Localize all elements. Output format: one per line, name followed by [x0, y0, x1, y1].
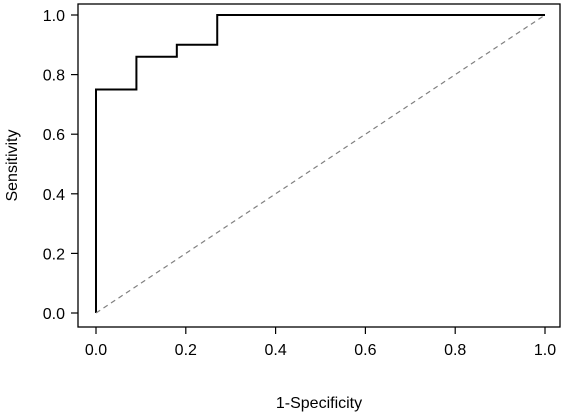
x-tick-label: 0.4	[264, 342, 286, 359]
y-tick-label: 0.4	[43, 187, 65, 204]
y-tick-label: 0.2	[43, 246, 65, 263]
x-tick-label: 0.0	[85, 342, 107, 359]
y-tick-label: 0.8	[43, 68, 65, 85]
x-tick-label: 0.2	[175, 342, 197, 359]
y-tick-label: 1.0	[43, 8, 65, 25]
x-tick-label: 1.0	[534, 342, 556, 359]
axes: 0.0 0.2 0.4 0.6 0.8 1.0 0.0 0.2 0.4 0.6 0.8 1.0	[43, 3, 561, 359]
x-tick-label: 0.6	[354, 342, 376, 359]
y-axis-label: Sensitivity	[4, 129, 21, 201]
plot-frame	[77, 3, 561, 328]
reference-diagonal-line	[95, 14, 546, 314]
x-axis-label: 1-Specificity	[276, 395, 362, 412]
x-tick-label: 0.8	[444, 342, 466, 359]
roc-curve-line	[95, 14, 545, 313]
y-tick-label: 0.0	[43, 306, 65, 323]
y-tick-label: 0.6	[43, 127, 65, 144]
plot-area	[95, 14, 546, 314]
